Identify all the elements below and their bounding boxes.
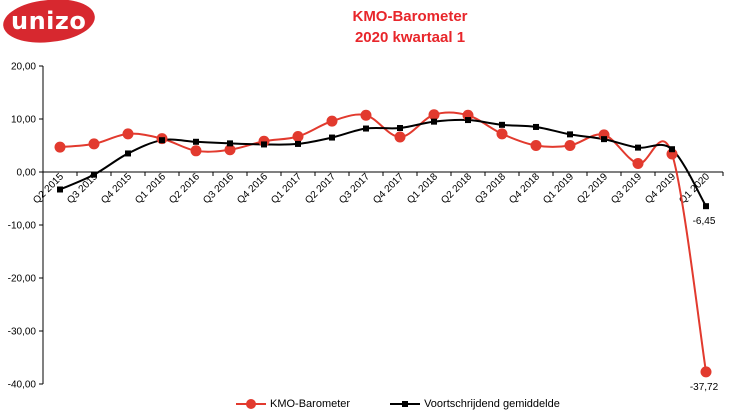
y-tick-label: 20,00 [11,62,36,73]
average-data-point [431,118,437,125]
average-data-point [295,140,301,147]
average-data-point [363,125,369,132]
x-tick-label: Q4 2016 [235,171,270,206]
kmo-data-point [54,141,66,153]
x-tick-label: Q1 2019 [541,171,576,206]
x-tick-label: Q3 2016 [201,171,236,206]
x-tick-label: Q4 2015 [99,171,134,206]
x-tick-label: Q2 2016 [167,171,202,206]
kmo-data-point [530,140,542,151]
y-tick-label: -30,00 [8,327,37,338]
x-tick-label: Q3 2017 [337,171,372,206]
kmo-data-point [88,138,100,150]
x-tick-label: Q4 2017 [371,171,406,206]
chart-title: KMO-Barometer [352,8,468,25]
data-label: -6,45 [693,216,716,227]
average-data-point [261,141,267,148]
kmo-data-point [428,109,440,121]
y-tick-label: -40,00 [8,380,37,391]
x-tick-label: Q2 2019 [575,171,610,206]
average-data-point [125,150,131,157]
kmo-data-point [326,115,338,127]
x-tick-label: Q4 2019 [643,171,678,206]
legend-average-label: Voortschrijdend gemiddelde [424,398,560,410]
kmo-data-point [360,109,372,121]
kmo-data-point [224,144,236,156]
x-tick-label: Q2 2017 [303,171,338,206]
x-tick-label: Q3 2018 [473,171,508,206]
kmo-data-point [394,131,406,143]
x-tick-label: Q1 2017 [269,171,304,206]
series-line-kmo [59,111,707,373]
average-data-point [669,146,675,153]
x-tick-label: Q2 2018 [439,171,474,206]
legend-kmo-marker [236,399,266,409]
y-tick-label: -10,00 [8,221,37,232]
kmo-data-point [700,366,712,378]
x-tick-label: Q4 2018 [507,171,542,206]
average-data-point [227,140,233,147]
average-data-point [91,171,97,178]
y-tick-label: 10,00 [11,115,36,126]
y-tick-label: 0,00 [17,168,37,179]
average-data-point [635,144,641,151]
kmo-data-point [122,128,134,140]
average-data-point [567,131,573,138]
kmo-data-point [496,128,508,140]
kmo-data-point [564,140,576,151]
legend-average-marker [390,401,421,407]
average-data-point [499,121,505,128]
average-data-point [193,138,199,145]
average-data-point [533,123,539,130]
kmo-data-point [292,130,304,142]
legend-kmo-label: KMO-Barometer [270,398,351,410]
average-data-point [397,125,403,132]
average-data-point [159,137,165,144]
kmo-data-point [632,158,644,170]
average-data-point [329,134,335,141]
y-tick-label: -20,00 [8,274,37,285]
average-data-point [601,136,607,143]
x-tick-label: Q1 2018 [405,171,440,206]
average-data-point [465,117,471,124]
average-data-point [57,186,63,193]
chart-subtitle: 2020 kwartaal 1 [354,29,466,46]
data-label: -37,72 [690,382,719,393]
chart-legend: KMO-Barometer Voortschrijdend gemiddelde [236,398,560,410]
legend-item-average: Voortschrijdend gemiddelde [390,398,560,410]
average-data-point [703,203,709,210]
x-tick-label: Q3 2019 [609,171,644,206]
kmo-data-point [190,145,202,157]
legend-item-kmo: KMO-Barometer [236,398,350,410]
x-tick-label: Q1 2016 [133,171,168,206]
